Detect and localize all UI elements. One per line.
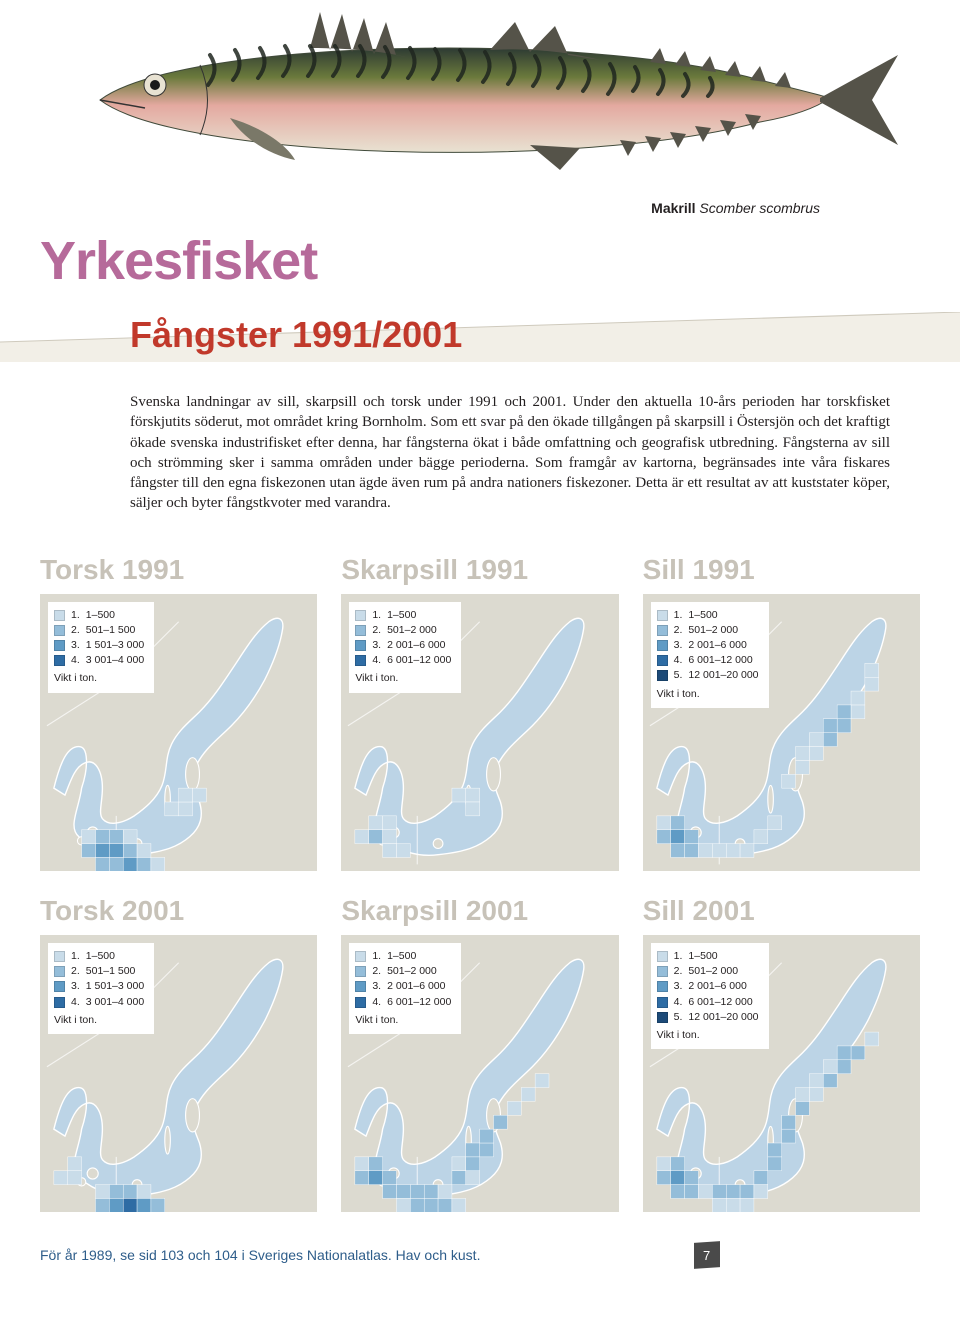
mackerel-illustration: [60, 0, 900, 180]
page-footer: För år 1989, se sid 103 och 104 i Sverig…: [40, 1242, 920, 1268]
footnote: För år 1989, se sid 103 och 104 i Sverig…: [40, 1247, 480, 1263]
map-frame: 1. 1–500 2. 501–2 000 3. 2 001–6 000 4. …: [341, 594, 618, 871]
page-number: 7: [703, 1248, 710, 1263]
species-latin-name: Scomber scombrus: [699, 200, 820, 216]
map-panel: Torsk 1991 1. 1–500 2. 501–1 500: [40, 554, 317, 871]
map-panel: Sill 2001 1. 1–500 2. 501–2 000: [643, 895, 920, 1212]
page-title: Yrkesfisket: [40, 230, 960, 292]
map-panel: Skarpsill 1991 1. 1–500 2. 501–2 000: [341, 554, 618, 871]
section-subtitle: Fångster 1991/2001: [130, 312, 960, 356]
subtitle-banner: Fångster 1991/2001: [0, 312, 960, 372]
map-panel: Skarpsill 2001 1. 1–500 2. 501–2 000: [341, 895, 618, 1212]
fish-illustration-zone: [0, 0, 960, 200]
map-title: Sill 1991: [643, 554, 920, 586]
map-frame: 1. 1–500 2. 501–2 000 3. 2 001–6 000 4. …: [643, 935, 920, 1212]
map-title: Skarpsill 1991: [341, 554, 618, 586]
map-title: Sill 2001: [643, 895, 920, 927]
maps-grid: Torsk 1991 1. 1–500 2. 501–1 500: [40, 554, 920, 1213]
map-frame: 1. 1–500 2. 501–2 000 3. 2 001–6 000 4. …: [341, 935, 618, 1212]
body-paragraph: Svenska landningar av sill, skarpsill oc…: [130, 392, 890, 514]
page-number-badge: 7: [694, 1241, 720, 1269]
map-frame: 1. 1–500 2. 501–2 000 3. 2 001–6 000 4. …: [643, 594, 920, 871]
map-panel: Sill 1991 1. 1–500 2. 501–2 000: [643, 554, 920, 871]
map-frame: 1. 1–500 2. 501–1 500 3. 1 501–3 000 4. …: [40, 594, 317, 871]
species-caption: Makrill Scomber scombrus: [651, 200, 820, 216]
map-title: Torsk 1991: [40, 554, 317, 586]
map-panel: Torsk 2001 1. 1–500 2. 501–1 500: [40, 895, 317, 1212]
map-title: Skarpsill 2001: [341, 895, 618, 927]
map-frame: 1. 1–500 2. 501–1 500 3. 1 501–3 000 4. …: [40, 935, 317, 1212]
map-title: Torsk 2001: [40, 895, 317, 927]
species-common-name: Makrill: [651, 200, 695, 216]
